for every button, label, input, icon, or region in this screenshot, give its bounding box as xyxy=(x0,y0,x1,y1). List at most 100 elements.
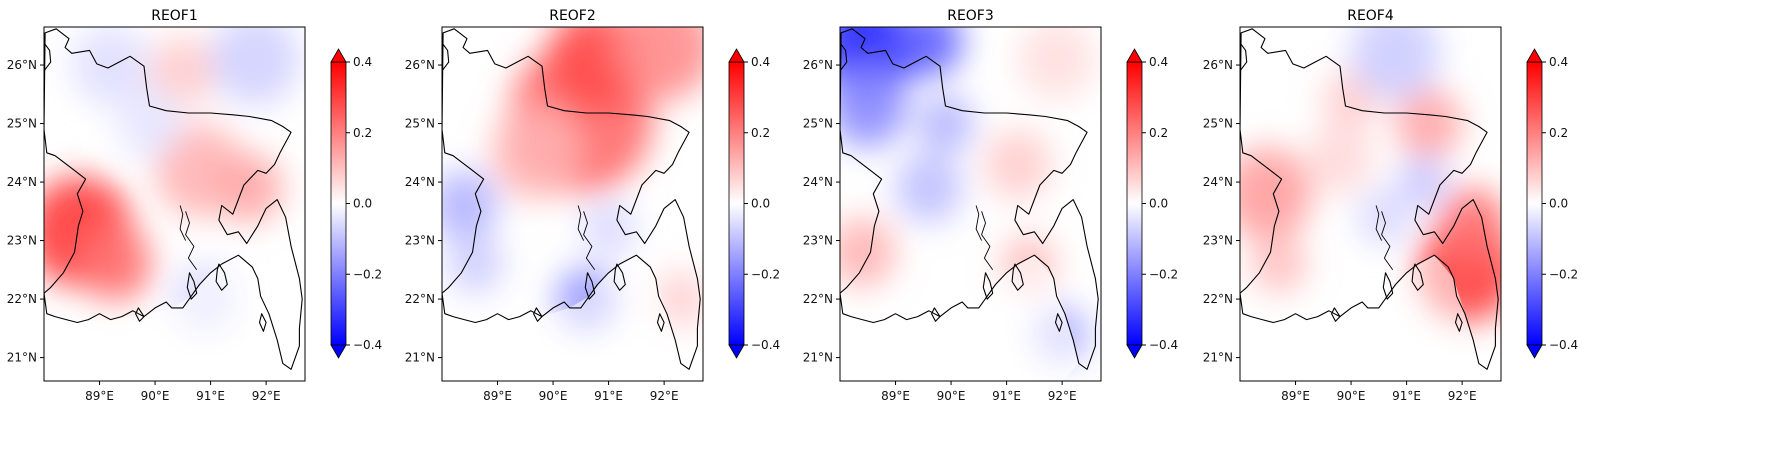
lon-tick-label: 91°E xyxy=(992,389,1021,403)
anomaly-blob xyxy=(1395,88,1463,159)
lat-tick-label: 26°N xyxy=(1203,58,1233,72)
coastline-border xyxy=(44,28,303,370)
lat-tick-label: 21°N xyxy=(803,351,833,365)
colorbar-tick-label: −0.4 xyxy=(751,338,780,352)
lat-tick-label: 22°N xyxy=(405,292,435,306)
anomaly-blob xyxy=(1240,147,1313,241)
anomaly-blob xyxy=(580,199,637,259)
colorbar-tick-label: −0.2 xyxy=(1549,267,1578,281)
lat-tick-label: 26°N xyxy=(405,58,435,72)
colorbar-tick-label: 0.0 xyxy=(1549,197,1568,211)
lon-tick-label: 90°E xyxy=(539,389,568,403)
lon-tick-label: 92°E xyxy=(1048,389,1077,403)
lon-tick-label: 89°E xyxy=(881,389,910,403)
colorbar-extend-high xyxy=(728,48,745,63)
colorbar-tick-label: 0.4 xyxy=(751,55,770,69)
colorbar-tick-label: 0.2 xyxy=(1549,126,1568,140)
lat-tick-label: 25°N xyxy=(7,117,37,131)
anomaly-blob xyxy=(116,88,183,159)
coastline-border xyxy=(840,28,1099,370)
panel-title: REOF1 xyxy=(151,8,198,24)
lat-tick-label: 21°N xyxy=(405,351,435,365)
coastline-border xyxy=(1240,28,1499,370)
panel-title: REOF2 xyxy=(549,8,596,24)
anomaly-blob xyxy=(491,106,581,200)
colorbar-extend-low xyxy=(1526,344,1543,359)
anomaly-blob xyxy=(895,152,963,223)
anomaly-field xyxy=(1240,27,1501,381)
lat-tick-label: 21°N xyxy=(1203,351,1233,365)
lat-tick-label: 22°N xyxy=(1203,292,1233,306)
colorbar-tick-label: 0.0 xyxy=(1149,197,1168,211)
map-frame xyxy=(839,26,1102,382)
colorbar-tick-label: −0.2 xyxy=(1149,267,1178,281)
colorbar: 0.4 0.2 0.0 −0.2 −0.4 xyxy=(1126,48,1178,359)
lat-tick-label: 23°N xyxy=(7,234,37,248)
lat-tick-label: 25°N xyxy=(405,117,435,131)
lon-tick-label: 92°E xyxy=(252,389,281,403)
anomaly-blob xyxy=(840,217,896,288)
lon-tick-label: 92°E xyxy=(650,389,679,403)
colorbar-extend-low xyxy=(330,344,347,359)
lon-tick-label: 90°E xyxy=(1337,389,1366,403)
lat-tick-label: 26°N xyxy=(7,58,37,72)
lat-tick-label: 23°N xyxy=(803,234,833,248)
lon-tick-label: 90°E xyxy=(141,389,170,403)
lat-tick-label: 23°N xyxy=(405,234,435,248)
colorbar-tick-label: −0.4 xyxy=(353,338,382,352)
lon-tick-label: 89°E xyxy=(85,389,114,403)
lon-tick-label: 91°E xyxy=(1392,389,1421,403)
lat-tick-label: 21°N xyxy=(7,351,37,365)
colorbar-extend-low xyxy=(1126,344,1143,359)
anomaly-blob xyxy=(210,27,300,106)
colorbar-extend-high xyxy=(1126,48,1143,63)
colorbar-tick-label: 0.4 xyxy=(1549,55,1568,69)
anomaly-field xyxy=(442,27,703,381)
lat-tick-label: 22°N xyxy=(7,292,37,306)
colorbar-tick-label: 0.2 xyxy=(751,126,770,140)
colorbar: 0.4 0.2 0.0 −0.2 −0.4 xyxy=(330,48,382,359)
lon-tick-label: 89°E xyxy=(483,389,512,403)
lon-tick-label: 89°E xyxy=(1281,389,1310,403)
anomaly-blob xyxy=(917,94,974,153)
map-frame xyxy=(43,26,306,382)
anomaly-blob xyxy=(442,170,498,241)
colorbar: 0.4 0.2 0.0 −0.2 −0.4 xyxy=(728,48,780,359)
anomaly-blob xyxy=(149,35,217,106)
colorbar-tick-label: −0.2 xyxy=(751,267,780,281)
colorbar-tick-label: 0.0 xyxy=(751,197,770,211)
lat-tick-label: 25°N xyxy=(803,117,833,131)
lat-tick-label: 24°N xyxy=(1203,175,1233,189)
lat-tick-label: 24°N xyxy=(405,175,435,189)
lat-tick-label: 23°N xyxy=(1203,234,1233,248)
anomaly-blob xyxy=(216,152,283,223)
anomaly-blob xyxy=(840,65,907,147)
map-panel-2: REOF2 21°N 22°N 23°N 24°N 25°N 26°N 89°E 90°E 91°… xyxy=(405,8,780,403)
lat-tick-label: 25°N xyxy=(1203,117,1233,131)
map-frame xyxy=(1239,26,1502,382)
colorbar-tick-label: −0.4 xyxy=(1549,338,1578,352)
map-panel-3: REOF3 21°N 22°N 23°N 24°N 25°N 26°N 89°E 90°E 91°… xyxy=(803,8,1178,403)
anomaly-blob xyxy=(614,27,703,100)
colorbar-extend-high xyxy=(1526,48,1543,63)
panel-title: REOF4 xyxy=(1347,8,1394,24)
colorbar-extend-low xyxy=(728,344,745,359)
anomaly-blob xyxy=(1251,234,1307,294)
colorbar-tick-label: 0.2 xyxy=(1149,126,1168,140)
panel-title: REOF3 xyxy=(947,8,994,24)
anomaly-blob xyxy=(1017,27,1096,100)
anomaly-blob xyxy=(447,234,504,294)
lat-tick-label: 24°N xyxy=(7,175,37,189)
anomaly-blob xyxy=(1351,27,1440,100)
map-panel-4: REOF4 21°N 22°N 23°N 24°N 25°N 26°N 89°E 90°E 91°… xyxy=(1203,8,1578,403)
anomaly-blob xyxy=(1356,188,1413,247)
colorbar-tick-label: 0.4 xyxy=(1149,55,1168,69)
anomaly-blob xyxy=(1439,188,1501,258)
colorbar-extend-high xyxy=(330,48,347,63)
anomaly-blob xyxy=(1306,123,1374,194)
lat-tick-label: 24°N xyxy=(803,175,833,189)
colorbar-tick-label: 0.0 xyxy=(353,197,372,211)
anomaly-blob xyxy=(984,129,1052,200)
lon-tick-label: 92°E xyxy=(1448,389,1477,403)
